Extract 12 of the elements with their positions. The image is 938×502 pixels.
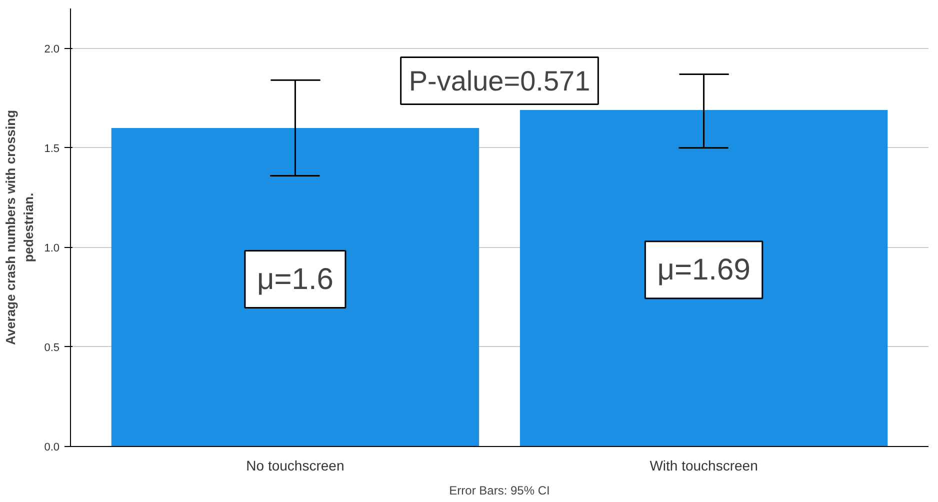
x-tick-label: With touchscreen <box>650 458 758 474</box>
annotation: P-value=0.571 <box>408 65 590 96</box>
y-tick-label: 1.5 <box>44 142 60 155</box>
x-tick-label: No touchscreen <box>246 458 344 474</box>
y-axis-title: Average crash numbers with crossing pedestrian. <box>3 110 36 346</box>
y-tick-label: 0.5 <box>44 342 60 354</box>
data-label: μ=1.69 <box>657 253 750 286</box>
y-tick-label: 2.0 <box>44 43 60 56</box>
y-tick-label: 1.0 <box>44 242 60 254</box>
data-label: μ=1.6 <box>256 262 334 296</box>
y-tick-label: 0.0 <box>44 442 60 454</box>
text: Error Bars: 95% CI <box>449 484 550 498</box>
